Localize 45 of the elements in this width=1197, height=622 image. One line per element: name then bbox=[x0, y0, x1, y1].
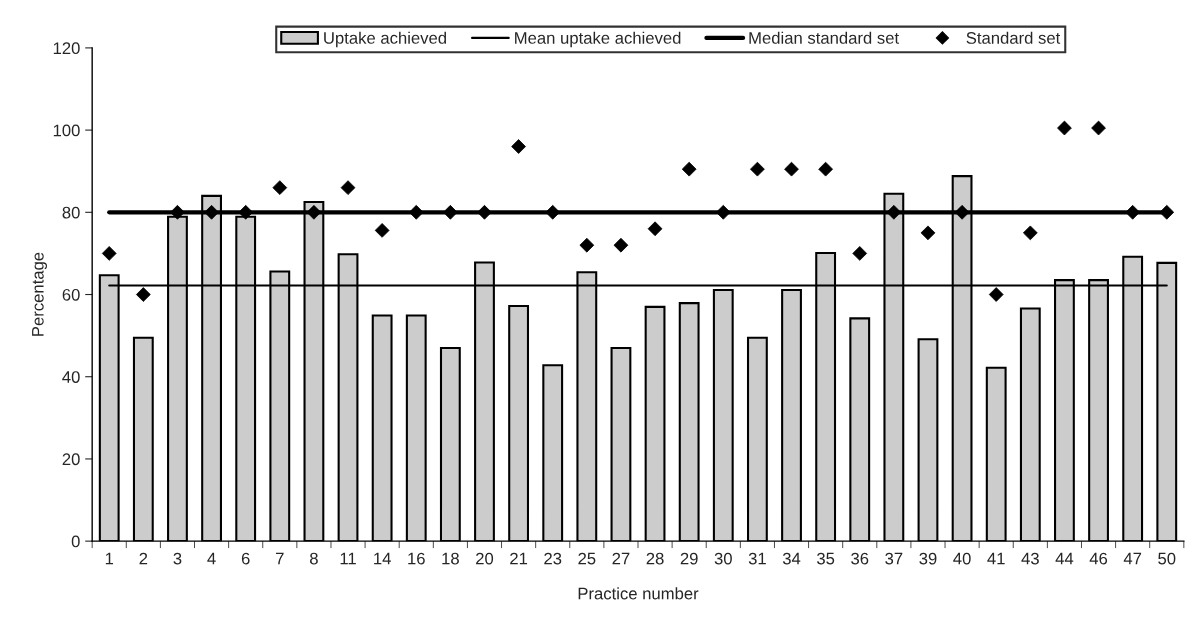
legend-label: Uptake achieved bbox=[324, 31, 446, 48]
x-tick-label: 14 bbox=[374, 552, 391, 565]
y-tick-label: 20 bbox=[62, 453, 80, 466]
x-tick-label: 28 bbox=[646, 552, 664, 565]
x-tick-label: 46 bbox=[1089, 552, 1108, 565]
x-tick-label: 18 bbox=[442, 552, 459, 565]
x-tick-label: 43 bbox=[1021, 552, 1039, 565]
y-tick-label: 120 bbox=[53, 42, 80, 55]
x-tick-label: 16 bbox=[408, 552, 425, 565]
x-tick-label: 8 bbox=[310, 552, 318, 565]
x-tick-label: 27 bbox=[612, 552, 630, 565]
x-axis-title: Practice number bbox=[578, 587, 699, 600]
x-tick-label: 39 bbox=[919, 552, 937, 565]
x-tick-label: 34 bbox=[782, 552, 801, 565]
x-tick-label: 4 bbox=[207, 552, 216, 565]
x-tick-label: 2 bbox=[139, 552, 148, 565]
legend-label: Mean uptake achieved bbox=[515, 31, 681, 48]
y-tick-label: 40 bbox=[62, 371, 80, 383]
x-tick-label: 29 bbox=[680, 552, 698, 565]
x-tick-label: 25 bbox=[578, 552, 596, 565]
y-tick-label: 60 bbox=[62, 288, 80, 301]
x-tick-label: 20 bbox=[476, 552, 494, 565]
x-tick-label: 1 bbox=[105, 552, 114, 565]
x-tick-label: 50 bbox=[1158, 552, 1176, 565]
x-tick-label: 31 bbox=[748, 552, 766, 565]
x-tick-label: 23 bbox=[544, 552, 562, 565]
x-tick-label: 3 bbox=[173, 552, 182, 565]
x-tick-label: 35 bbox=[817, 552, 835, 565]
x-tick-label: 7 bbox=[276, 552, 284, 565]
x-tick-label: 36 bbox=[851, 552, 869, 565]
x-tick-label: 21 bbox=[510, 552, 528, 565]
y-tick-label: 80 bbox=[62, 206, 80, 219]
x-tick-label: 37 bbox=[885, 552, 903, 565]
y-axis-title: Percentage bbox=[32, 252, 47, 336]
x-tick-label: 40 bbox=[953, 552, 971, 565]
x-tick-label: 11 bbox=[340, 552, 356, 565]
y-tick-label: 100 bbox=[53, 124, 80, 137]
x-tick-label: 47 bbox=[1123, 552, 1142, 565]
y-tick-label: 0 bbox=[71, 535, 80, 548]
x-tick-label: 44 bbox=[1055, 552, 1074, 565]
legend-label: Median standard set bbox=[749, 31, 899, 44]
legend-label: Standard set bbox=[966, 31, 1061, 44]
x-tick-label: 41 bbox=[987, 552, 1005, 565]
x-tick-label: 6 bbox=[241, 552, 250, 565]
x-tick-label: 30 bbox=[714, 552, 732, 565]
